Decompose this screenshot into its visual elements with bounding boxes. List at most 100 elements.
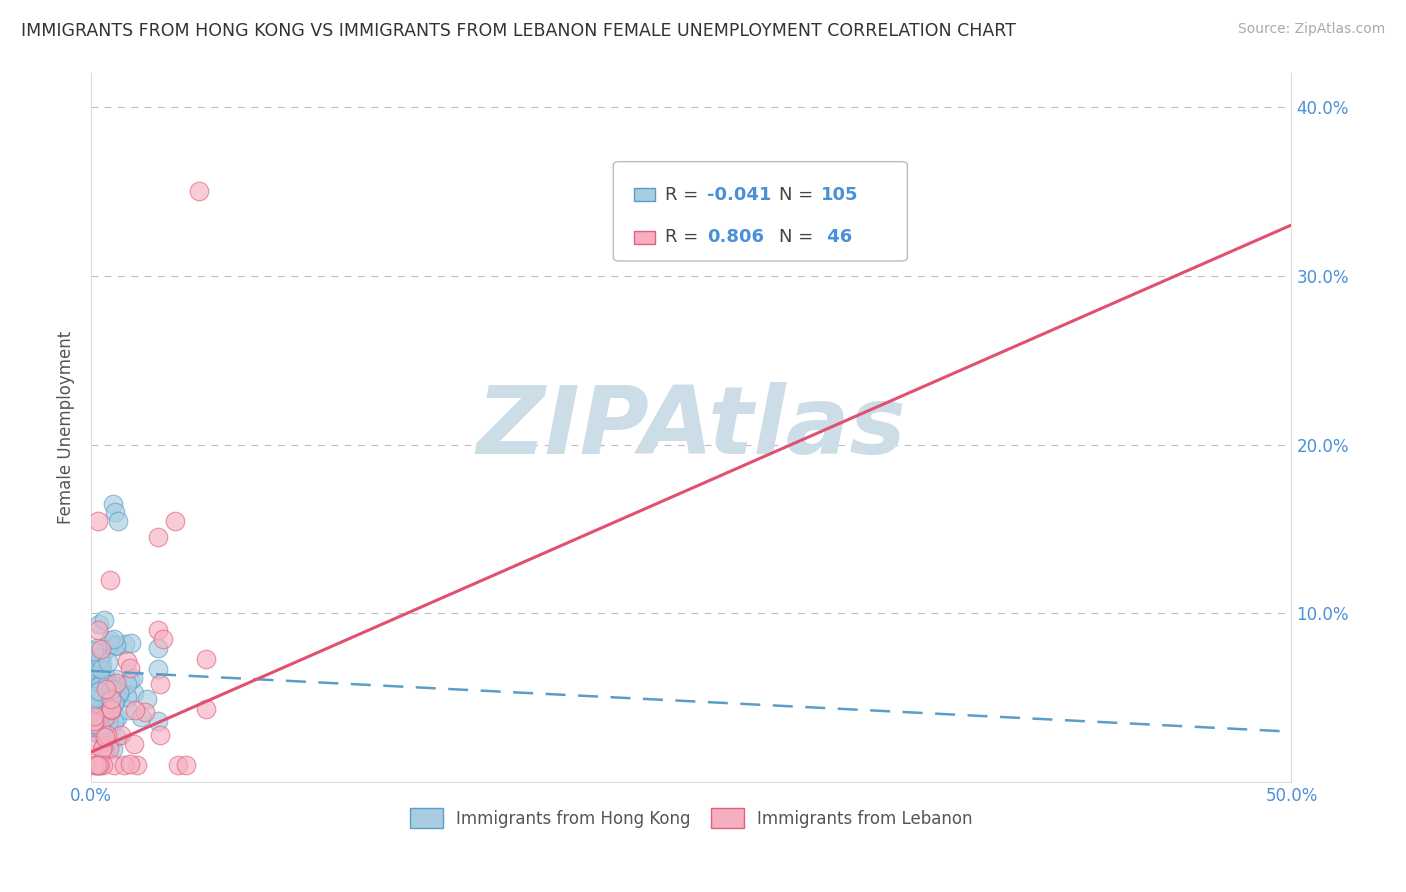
Point bbox=[148, 641, 170, 656]
Point bbox=[90, 641, 112, 656]
Point bbox=[112, 758, 135, 772]
Point bbox=[97, 682, 120, 697]
Point bbox=[135, 692, 157, 706]
Point bbox=[83, 671, 105, 685]
Point bbox=[87, 650, 110, 665]
Point bbox=[87, 709, 110, 723]
Point bbox=[83, 709, 105, 723]
Point bbox=[114, 636, 136, 650]
Point bbox=[104, 686, 127, 700]
Point bbox=[96, 680, 118, 694]
Point bbox=[83, 683, 105, 698]
Point bbox=[83, 738, 105, 752]
Point bbox=[98, 716, 121, 731]
Point bbox=[89, 723, 111, 738]
Point bbox=[195, 652, 218, 666]
Point bbox=[125, 758, 148, 772]
Text: N =: N = bbox=[779, 228, 818, 246]
Text: N =: N = bbox=[779, 186, 818, 203]
Text: 0.806: 0.806 bbox=[707, 228, 763, 246]
Point bbox=[134, 705, 156, 719]
Point bbox=[84, 725, 107, 739]
FancyBboxPatch shape bbox=[613, 161, 907, 261]
Text: Source: ZipAtlas.com: Source: ZipAtlas.com bbox=[1237, 22, 1385, 37]
Point bbox=[103, 758, 125, 772]
Text: R =: R = bbox=[665, 228, 704, 246]
Point bbox=[115, 654, 138, 668]
Point bbox=[84, 654, 107, 668]
Text: IMMIGRANTS FROM HONG KONG VS IMMIGRANTS FROM LEBANON FEMALE UNEMPLOYMENT CORRELA: IMMIGRANTS FROM HONG KONG VS IMMIGRANTS … bbox=[21, 22, 1017, 40]
Point bbox=[94, 641, 117, 656]
Point bbox=[120, 756, 142, 771]
Point bbox=[149, 728, 172, 742]
Point bbox=[103, 697, 125, 711]
Point bbox=[90, 721, 112, 735]
Point bbox=[87, 684, 110, 698]
Point bbox=[124, 703, 146, 717]
Point bbox=[101, 742, 124, 756]
Point bbox=[93, 698, 115, 712]
Point bbox=[98, 679, 121, 693]
Point bbox=[166, 758, 188, 772]
Point bbox=[96, 692, 118, 706]
Point bbox=[83, 688, 105, 702]
Point bbox=[149, 677, 172, 691]
Point bbox=[195, 702, 218, 716]
Point bbox=[86, 706, 108, 720]
Point bbox=[110, 729, 132, 743]
Point bbox=[101, 691, 124, 706]
FancyBboxPatch shape bbox=[634, 231, 655, 244]
Point bbox=[93, 672, 115, 686]
Point bbox=[129, 710, 152, 724]
Point bbox=[148, 531, 170, 545]
Point bbox=[83, 689, 105, 703]
Point bbox=[87, 514, 110, 528]
Legend: Immigrants from Hong Kong, Immigrants from Lebanon: Immigrants from Hong Kong, Immigrants fr… bbox=[404, 802, 980, 834]
Point bbox=[90, 662, 112, 676]
Point bbox=[122, 686, 145, 700]
Point bbox=[89, 651, 111, 665]
Point bbox=[93, 613, 115, 627]
Point bbox=[87, 758, 110, 772]
Point bbox=[100, 637, 122, 651]
Point bbox=[83, 680, 105, 694]
Point bbox=[96, 728, 118, 742]
Point bbox=[86, 685, 108, 699]
Point bbox=[90, 712, 112, 726]
Point bbox=[90, 742, 112, 756]
Point bbox=[152, 632, 174, 646]
Point bbox=[103, 714, 125, 728]
Point bbox=[98, 707, 121, 722]
Point bbox=[83, 682, 105, 697]
Point bbox=[117, 703, 139, 717]
Point bbox=[148, 662, 170, 676]
Point bbox=[86, 641, 108, 656]
Point bbox=[107, 514, 129, 528]
Point bbox=[89, 709, 111, 723]
FancyBboxPatch shape bbox=[634, 188, 655, 201]
Point bbox=[87, 758, 110, 772]
Point bbox=[100, 702, 122, 716]
Text: ZIPAtlas: ZIPAtlas bbox=[477, 382, 907, 474]
Point bbox=[98, 573, 121, 587]
Point bbox=[96, 706, 118, 721]
Point bbox=[148, 624, 170, 638]
Point bbox=[165, 514, 187, 528]
Point bbox=[101, 497, 124, 511]
Point bbox=[87, 679, 110, 693]
Text: R =: R = bbox=[665, 186, 704, 203]
Point bbox=[84, 660, 107, 674]
Point bbox=[98, 741, 121, 756]
Point bbox=[103, 697, 125, 711]
Point bbox=[87, 624, 110, 638]
Point bbox=[89, 690, 111, 704]
Point bbox=[90, 657, 112, 672]
Point bbox=[121, 671, 143, 685]
Point bbox=[174, 758, 197, 772]
Point bbox=[104, 505, 127, 519]
Point bbox=[94, 730, 117, 744]
Point bbox=[90, 699, 112, 714]
Point bbox=[90, 703, 112, 717]
Point bbox=[104, 730, 127, 744]
Point bbox=[93, 673, 115, 687]
